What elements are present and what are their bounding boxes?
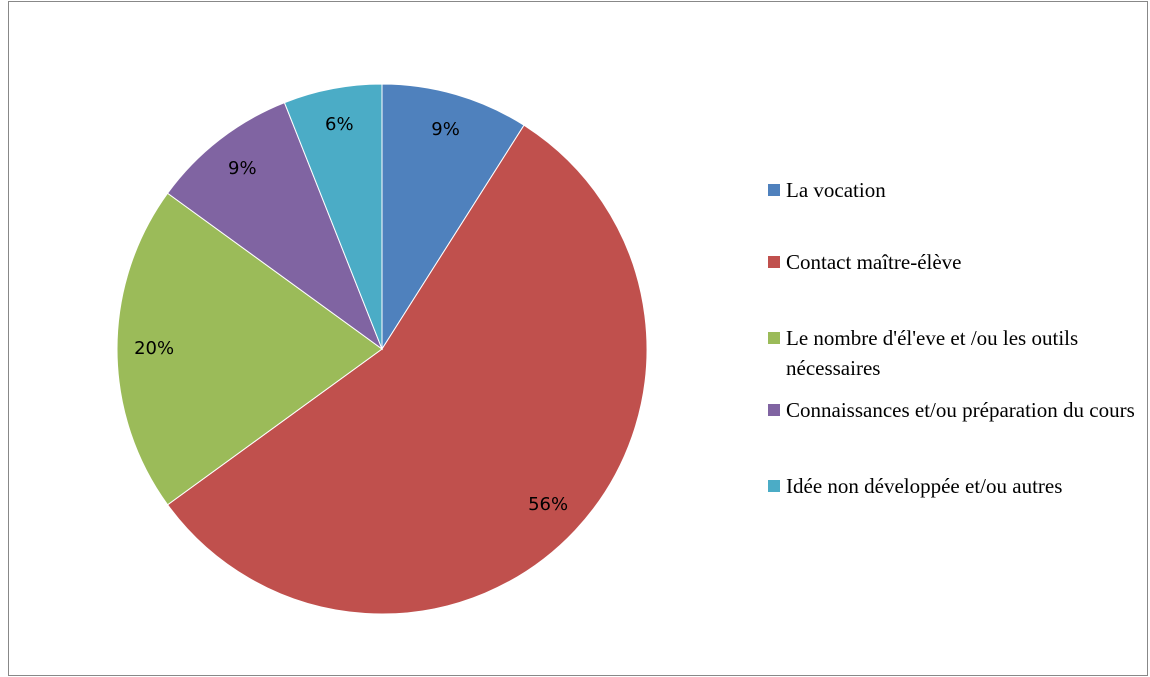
pie-slice [166,124,648,615]
data-label: 9% [228,158,257,179]
legend-label: Idée non développée et/ou autres [786,474,1063,498]
pie-slice [166,101,384,351]
legend-label: Contact maître-élève [786,250,962,274]
pie-slice [381,83,525,351]
data-label: 6% [325,114,354,135]
legend-item: Connaissances et/ou préparation du cours [768,395,1143,425]
legend-item: La vocation [768,175,1143,205]
legend-label: Connaissances et/ou préparation du cours [786,398,1135,422]
legend-swatch [768,480,780,492]
pie-slice [116,192,383,506]
legend-item: Idée non développée et/ou autres [768,471,1143,501]
legend-swatch [768,256,780,268]
legend-item: Contact maître-élève [768,247,1143,277]
data-label: 56% [528,494,568,515]
legend-label: Le nombre d'él'eve et /ou les outils néc… [786,326,1079,380]
legend-item: Le nombre d'él'eve et /ou les outils néc… [768,323,1143,383]
legend-swatch [768,332,780,344]
data-label: 20% [134,338,174,359]
legend-label: La vocation [786,178,886,202]
data-label: 9% [431,119,460,140]
pie-slice [283,83,383,350]
legend-swatch [768,184,780,196]
legend-swatch [768,404,780,416]
